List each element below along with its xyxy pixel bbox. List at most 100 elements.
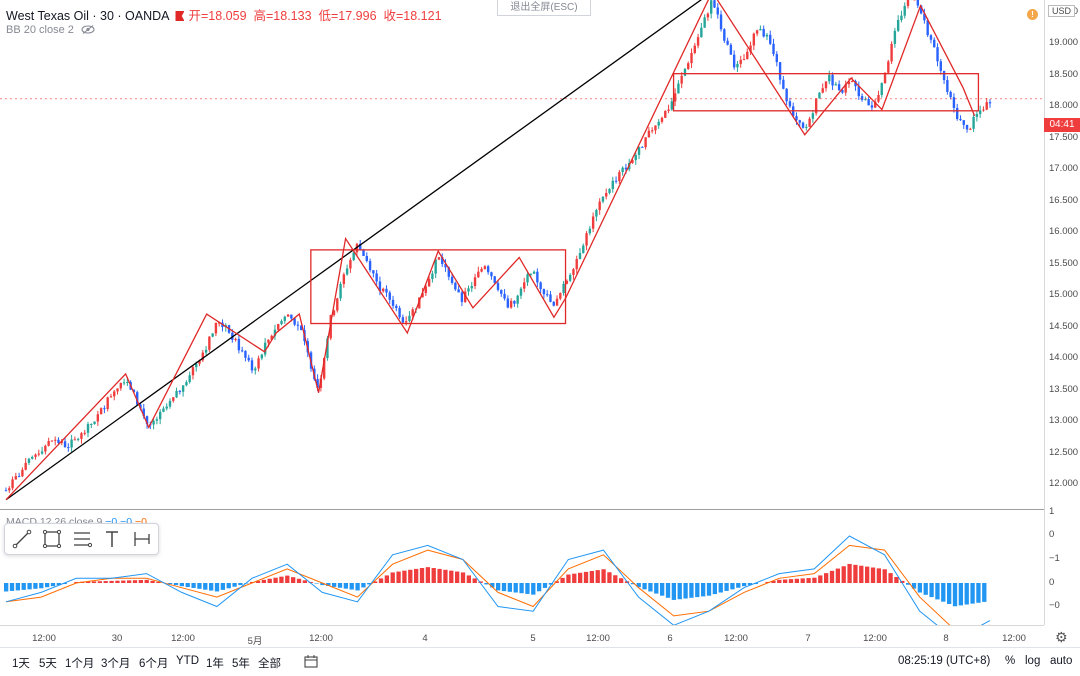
- fib-tool-icon[interactable]: [71, 528, 93, 550]
- candle-body: [553, 302, 555, 306]
- bb-legend[interactable]: BB 20 close 2: [6, 24, 95, 36]
- candle-body: [930, 35, 932, 40]
- candle-body: [776, 54, 778, 62]
- range-5y-button[interactable]: 5年: [232, 655, 250, 671]
- candle-body: [926, 20, 928, 35]
- macd-histogram-bar: [385, 575, 389, 583]
- macd-histogram-bar: [560, 578, 564, 583]
- candle-body: [595, 210, 597, 216]
- candle-body: [215, 323, 217, 334]
- candle-body: [175, 391, 177, 397]
- candle-body: [123, 382, 125, 383]
- candle-body: [110, 396, 112, 397]
- macd-histogram-bar: [736, 583, 740, 588]
- macd-histogram-bar: [408, 570, 412, 583]
- candle-body: [812, 113, 814, 118]
- candle-body: [74, 439, 76, 440]
- rectangle-tool-icon[interactable]: [41, 528, 63, 550]
- pane-divider[interactable]: [0, 509, 1044, 510]
- candle-body: [234, 339, 236, 340]
- candle-body: [828, 75, 830, 82]
- alert-icon[interactable]: !: [1027, 9, 1038, 20]
- candle-body: [100, 408, 102, 414]
- gear-icon[interactable]: ⚙: [1055, 629, 1068, 646]
- candle-body: [244, 351, 246, 358]
- candle-body: [598, 202, 600, 210]
- candle-body: [989, 102, 991, 103]
- price-tick-label: 17.500: [1049, 132, 1078, 143]
- trendline-tool-icon[interactable]: [11, 528, 33, 550]
- range-1d-button[interactable]: 1天: [12, 655, 30, 671]
- symbol-title[interactable]: West Texas Oil · 30 · OANDA: [6, 9, 169, 23]
- measure-tool-icon[interactable]: [131, 528, 153, 550]
- macd-histogram-bar: [713, 583, 717, 594]
- bb-label: BB 20 close 2: [6, 24, 74, 36]
- macd-tick-label: 1: [1049, 506, 1054, 517]
- macd-histogram-bar: [965, 583, 969, 605]
- macd-histogram-bar: [361, 583, 365, 587]
- macd-histogram-bar: [455, 572, 459, 583]
- candle-body: [398, 308, 400, 317]
- clock-display[interactable]: 08:25:19 (UTC+8): [898, 655, 990, 667]
- price-tick-label: 12.500: [1049, 447, 1078, 458]
- range-3m-button[interactable]: 3个月: [101, 655, 130, 671]
- macd-histogram-bar: [391, 572, 395, 583]
- macd-histogram-bar: [262, 580, 266, 583]
- eye-icon[interactable]: [81, 25, 95, 34]
- candle-body: [710, 0, 712, 13]
- candle-body: [822, 88, 824, 92]
- ohlc-close: 收=18.121: [383, 9, 441, 23]
- time-tick-label: 12:00: [863, 633, 887, 644]
- macd-histogram-bar: [420, 568, 424, 583]
- candle-body: [169, 401, 171, 407]
- candle-body: [287, 315, 289, 317]
- candle-body: [900, 16, 902, 20]
- range-all-button[interactable]: 全部: [258, 655, 281, 671]
- flag-icon[interactable]: [175, 11, 184, 21]
- macd-histogram-bar: [191, 583, 195, 588]
- macd-histogram-bar: [291, 577, 295, 583]
- auto-scale-button[interactable]: auto: [1050, 655, 1072, 667]
- candle-body: [516, 296, 518, 304]
- candle-body: [251, 360, 253, 370]
- candle-body: [497, 283, 499, 290]
- text-tool-icon[interactable]: [101, 528, 123, 550]
- candle-body: [972, 117, 974, 129]
- candle-body: [946, 80, 948, 92]
- candle-body: [907, 0, 909, 6]
- price-tick-label: 18.500: [1049, 69, 1078, 80]
- price-axis[interactable]: 19.50019.00018.50018.00017.50017.00016.5…: [1044, 0, 1080, 625]
- range-ytd-button[interactable]: YTD: [176, 655, 199, 667]
- candle-body: [687, 63, 689, 69]
- candle-body: [835, 84, 837, 85]
- candle-body: [697, 37, 699, 45]
- macd-histogram-bar: [531, 583, 535, 595]
- candle-body: [513, 301, 515, 304]
- macd-histogram-bar: [297, 579, 301, 583]
- currency-badge[interactable]: USD: [1048, 5, 1075, 17]
- candle-body: [44, 446, 46, 452]
- macd-histogram-bar: [344, 583, 348, 589]
- macd-histogram-bar: [619, 578, 623, 583]
- candle-body: [392, 300, 394, 306]
- candle-body: [772, 44, 774, 54]
- macd-histogram-bar: [402, 571, 406, 583]
- macd-tick-label: −0: [1049, 600, 1060, 611]
- range-5d-button[interactable]: 5天: [39, 655, 57, 671]
- candle-body: [490, 272, 492, 276]
- range-1m-button[interactable]: 1个月: [65, 655, 94, 671]
- calendar-goto-icon[interactable]: [304, 655, 318, 668]
- percent-scale-button[interactable]: %: [1005, 655, 1015, 667]
- macd-histogram-bar: [39, 583, 43, 588]
- range-1y-button[interactable]: 1年: [206, 655, 224, 671]
- macd-histogram-bar: [666, 583, 670, 598]
- candle-body: [90, 424, 92, 425]
- macd-histogram-bar: [730, 583, 734, 589]
- candle-body: [766, 35, 768, 37]
- log-scale-button[interactable]: log: [1025, 655, 1040, 667]
- range-6m-button[interactable]: 6个月: [139, 655, 168, 671]
- candle-body: [753, 34, 755, 46]
- exit-fullscreen-button[interactable]: 退出全屏(ESC): [497, 0, 591, 16]
